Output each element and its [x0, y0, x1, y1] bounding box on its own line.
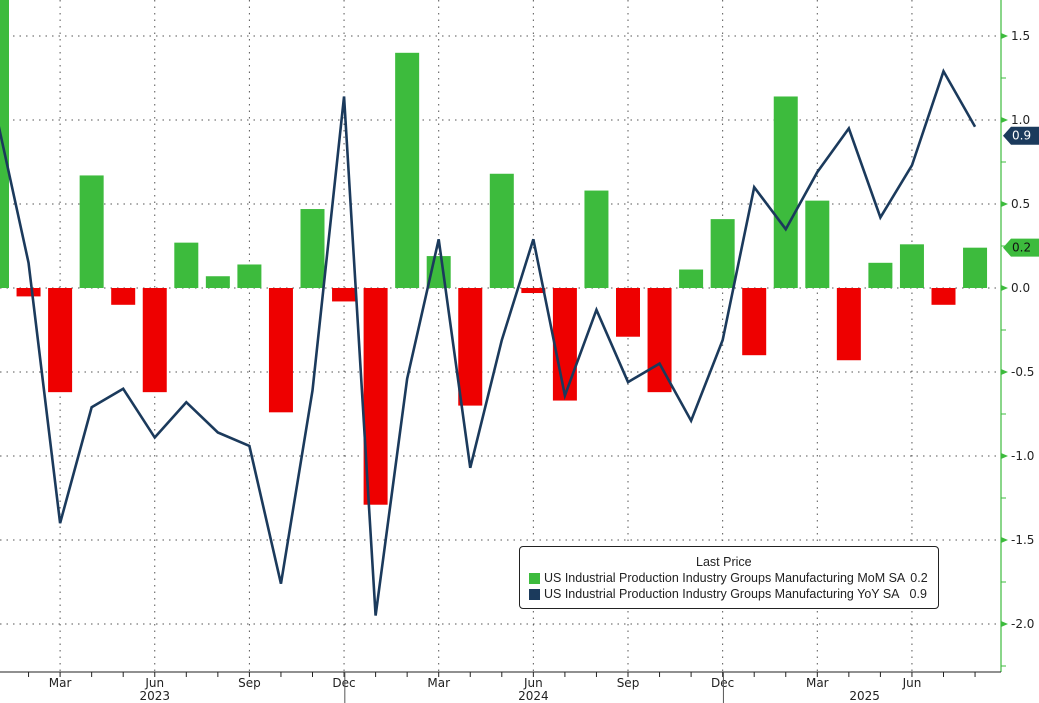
bar-mom	[16, 288, 41, 297]
bar-mom	[836, 288, 861, 361]
legend: Last Price US Industrial Production Indu…	[519, 546, 939, 609]
legend-label-mom: US Industrial Production Industry Groups…	[544, 571, 906, 585]
legend-label-yoy: US Industrial Production Industry Groups…	[544, 587, 900, 601]
bar-mom	[205, 276, 230, 288]
y-tick-arrow	[1001, 201, 1008, 207]
bar-mom	[679, 269, 704, 288]
y-tick-label: -2.0	[1011, 617, 1034, 631]
y-tick-arrow	[1001, 369, 1008, 375]
legend-value-yoy: 0.9	[909, 587, 927, 601]
x-tick-label: Mar	[427, 676, 450, 690]
bar-mom	[237, 264, 262, 288]
bar-mom	[931, 288, 956, 305]
y-tick-arrow	[1001, 453, 1008, 459]
y-tick-label: 0.0	[1011, 281, 1030, 295]
legend-swatch-mom	[529, 572, 540, 584]
bar-mom	[710, 219, 735, 288]
last-value-tag-yoy-bg	[1003, 126, 1039, 145]
bar-mom	[868, 262, 893, 288]
x-tick-label: Jun	[902, 676, 922, 690]
y-tick-arrow	[1001, 537, 1008, 543]
x-tick-label: Mar	[49, 676, 72, 690]
bar-mom	[458, 288, 483, 406]
y-tick-label: -1.0	[1011, 449, 1034, 463]
bar-mom	[300, 209, 325, 288]
y-tick-label: -0.5	[1011, 365, 1034, 379]
bar-mom	[0, 0, 9, 288]
x-tick-label: Sep	[617, 676, 640, 690]
x-tick-label: Dec	[332, 676, 355, 690]
y-tick-arrow	[1001, 33, 1008, 39]
bar-mom	[174, 242, 199, 288]
last-value-tag-mom-bg	[1003, 238, 1039, 257]
legend-value-mom: 0.2	[910, 571, 928, 585]
bar-mom	[521, 288, 546, 294]
x-tick-label: Sep	[238, 676, 261, 690]
bar-mom	[584, 190, 609, 288]
year-label: 2024	[518, 689, 549, 703]
year-label: 2025	[849, 689, 880, 703]
y-tick-label: 1.5	[1011, 29, 1030, 43]
y-tick-label: 0.5	[1011, 197, 1030, 211]
x-tick-label: Dec	[711, 676, 734, 690]
bar-mom	[552, 288, 577, 401]
x-tick-label: Jun	[144, 676, 164, 690]
legend-title: Last Price	[696, 555, 752, 569]
bar-mom	[742, 288, 767, 356]
legend-swatch-yoy	[529, 588, 540, 600]
line-yoy	[0, 68, 977, 616]
y-tick-label: 1.0	[1011, 113, 1030, 127]
bar-mom	[79, 175, 104, 288]
bar-mom	[773, 96, 798, 288]
bar-mom	[616, 288, 640, 337]
bar-mom	[48, 288, 73, 393]
bar-mom	[395, 52, 420, 288]
last-value-tag-yoy: 0.9	[1012, 129, 1031, 143]
legend-item-yoy: US Industrial Production Industry Groups…	[520, 586, 928, 602]
year-label: 2023	[139, 689, 170, 703]
y-tick-arrow	[1001, 117, 1008, 123]
y-tick-arrow	[1001, 621, 1008, 627]
bar-mom	[805, 200, 830, 288]
bar-mom	[489, 173, 514, 288]
bar-mom	[963, 247, 988, 288]
bar-mom	[332, 288, 357, 302]
y-tick-label: -1.5	[1011, 533, 1034, 547]
x-tick-label: Jun	[523, 676, 543, 690]
x-tick-label: Mar	[806, 676, 829, 690]
bar-mom	[268, 288, 293, 413]
y-tick-arrow	[1001, 285, 1008, 291]
bar-mom	[647, 288, 672, 393]
last-value-tag-mom: 0.2	[1012, 241, 1031, 255]
legend-item-mom: US Industrial Production Industry Groups…	[520, 570, 928, 586]
bar-mom	[111, 288, 136, 305]
bar-mom	[142, 288, 167, 393]
bar-mom	[899, 244, 924, 288]
